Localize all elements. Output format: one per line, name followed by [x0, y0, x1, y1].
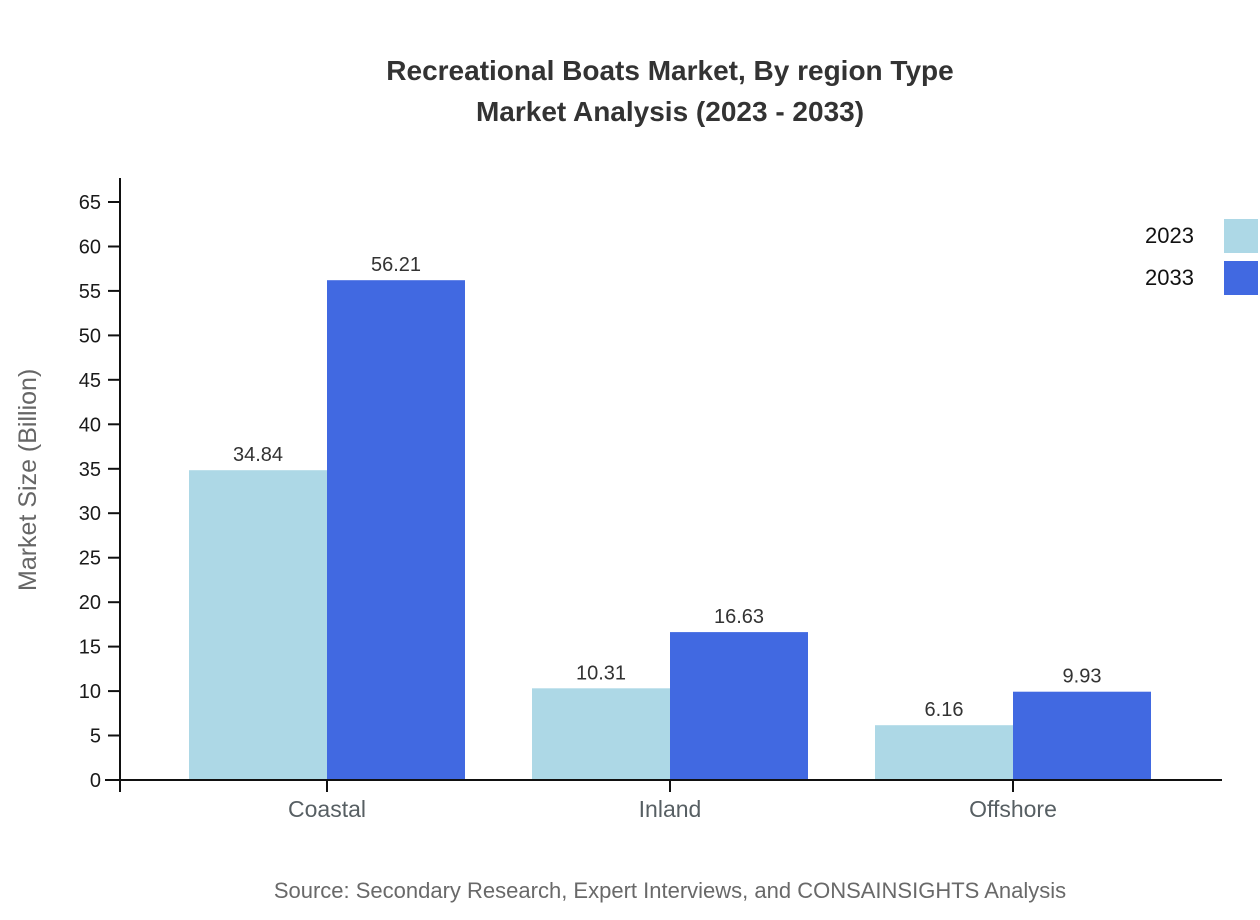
legend-label-2023: 2023	[1145, 223, 1194, 248]
y-tick-label: 30	[79, 503, 101, 525]
y-tick-label: 45	[79, 370, 101, 392]
bar-value-label: 9.93	[1063, 666, 1102, 688]
y-tick-label: 65	[79, 192, 101, 214]
y-tick-label: 5	[90, 726, 101, 748]
legend-item-2023: 2023	[1145, 219, 1258, 253]
bar-value-label: 6.16	[925, 699, 964, 721]
y-tick-label: 25	[79, 548, 101, 570]
bar-2033-offshore	[1013, 691, 1151, 780]
axes-spines	[105, 178, 1222, 792]
legend-label-2033: 2033	[1145, 265, 1194, 290]
x-category-label: Inland	[639, 796, 702, 822]
bar-value-label: 34.84	[233, 444, 283, 466]
bar-2033-coastal	[327, 280, 465, 780]
legend-swatch-2033	[1224, 261, 1258, 295]
page-title: Recreational Boats Market, By region Typ…	[80, 50, 1260, 132]
y-tick-label: 60	[79, 237, 101, 259]
source-note: Source: Secondary Research, Expert Inter…	[273, 878, 1067, 903]
y-tick-label: 0	[90, 770, 101, 792]
x-category-label: Coastal	[288, 796, 366, 822]
x-category-label: Offshore	[969, 796, 1057, 822]
y-tick-label: 50	[79, 325, 101, 347]
bar-2023-offshore	[875, 725, 1013, 780]
y-tick-label: 20	[79, 592, 101, 614]
legend-swatch-2023	[1224, 219, 1258, 253]
y-tick-label: 15	[79, 637, 101, 659]
chart-title-line1: Recreational Boats Market, By region Typ…	[386, 55, 954, 86]
y-tick-label: 40	[79, 414, 101, 436]
bar-value-label: 10.31	[576, 662, 626, 684]
legend: 2023 2033	[1145, 219, 1258, 295]
bar-value-label: 16.63	[714, 606, 764, 628]
chart-title-line2: Market Analysis (2023 - 2033)	[475, 96, 865, 127]
bar-2023-inland	[532, 688, 670, 780]
y-tick-label: 35	[79, 459, 101, 481]
bar-value-label: 56.21	[371, 254, 421, 276]
y-tick-label: 10	[79, 681, 101, 703]
y-tick-label: 55	[79, 281, 101, 303]
bar-2023-coastal	[189, 470, 327, 780]
bar-2033-inland	[670, 632, 808, 780]
legend-item-2033: 2033	[1145, 261, 1258, 295]
